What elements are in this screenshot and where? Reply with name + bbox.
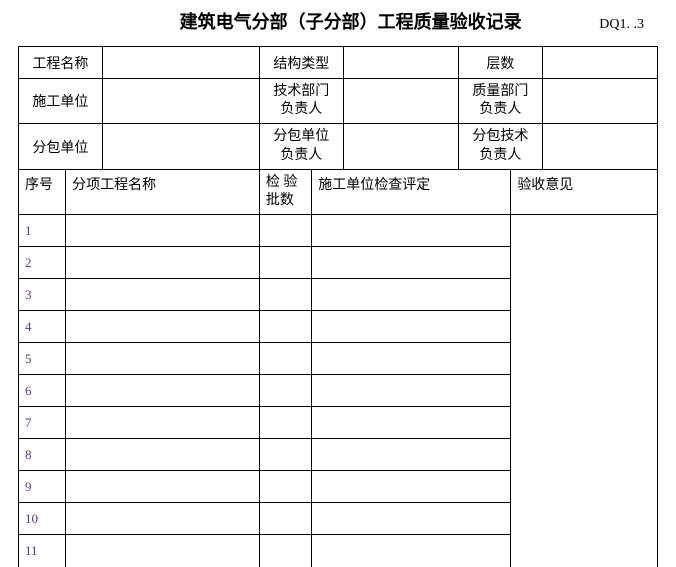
row-eval: [312, 535, 511, 567]
row-num: 7: [19, 407, 66, 439]
acceptance-cell: [511, 215, 658, 567]
sub-tech-value: [542, 124, 657, 169]
row-item-name: [66, 439, 260, 471]
row-batch: [259, 247, 311, 279]
col-acceptance: 验收意见: [511, 169, 658, 214]
project-name-value: [102, 47, 259, 79]
document-header: 建筑电气分部（子分部）工程质量验收记录 DQ1. .3: [18, 8, 658, 34]
row-item-name: [66, 503, 260, 535]
col-seq: 序号: [19, 169, 66, 214]
info-row-3: 分包单位 分包单位负责人 分包技术负责人: [19, 124, 658, 169]
tech-dept-label: 技术部门负责人: [259, 79, 343, 124]
document-title: 建筑电气分部（子分部）工程质量验收记录: [102, 8, 599, 34]
row-eval: [312, 471, 511, 503]
subcontractor-value: [102, 124, 259, 169]
row-num: 6: [19, 375, 66, 407]
row-item-name: [66, 311, 260, 343]
floors-value: [542, 47, 657, 79]
row-batch: [259, 279, 311, 311]
sub-unit-label: 分包单位负责人: [259, 124, 343, 169]
row-item-name: [66, 215, 260, 247]
quality-dept-value: [542, 79, 657, 124]
row-eval: [312, 375, 511, 407]
structure-type-label: 结构类型: [259, 47, 343, 79]
document-code: DQ1. .3: [599, 17, 644, 33]
tech-dept-value: [343, 79, 458, 124]
row-batch: [259, 343, 311, 375]
row-item-name: [66, 535, 260, 567]
quality-dept-label: 质量部门负责人: [458, 79, 542, 124]
row-num: 9: [19, 471, 66, 503]
data-header-row: 序号 分项工程名称 检 验批数 施工单位检查评定 验收意见: [19, 169, 658, 214]
row-num: 1: [19, 215, 66, 247]
row-num: 2: [19, 247, 66, 279]
col-contractor-eval: 施工单位检查评定: [312, 169, 511, 214]
row-eval: [312, 215, 511, 247]
row-batch: [259, 535, 311, 567]
row-num: 11: [19, 535, 66, 567]
info-table: 工程名称 结构类型 层数 施工单位 技术部门负责人 质量部门负责人 分包单位 分…: [18, 46, 658, 170]
row-item-name: [66, 247, 260, 279]
row-eval: [312, 439, 511, 471]
row-batch: [259, 375, 311, 407]
col-check-batch: 检 验批数: [259, 169, 311, 214]
row-eval: [312, 279, 511, 311]
row-item-name: [66, 343, 260, 375]
subcontractor-label: 分包单位: [19, 124, 103, 169]
data-table: 序号 分项工程名称 检 验批数 施工单位检查评定 验收意见 1234567891…: [18, 169, 658, 567]
contractor-value: [102, 79, 259, 124]
contractor-label: 施工单位: [19, 79, 103, 124]
table-row: 1: [19, 215, 658, 247]
row-num: 8: [19, 439, 66, 471]
row-item-name: [66, 279, 260, 311]
row-batch: [259, 503, 311, 535]
row-batch: [259, 407, 311, 439]
row-batch: [259, 311, 311, 343]
sub-tech-label: 分包技术负责人: [458, 124, 542, 169]
row-eval: [312, 247, 511, 279]
floors-label: 层数: [458, 47, 542, 79]
row-num: 5: [19, 343, 66, 375]
info-row-2: 施工单位 技术部门负责人 质量部门负责人: [19, 79, 658, 124]
row-num: 4: [19, 311, 66, 343]
row-eval: [312, 343, 511, 375]
row-item-name: [66, 471, 260, 503]
row-item-name: [66, 407, 260, 439]
sub-unit-value: [343, 124, 458, 169]
project-name-label: 工程名称: [19, 47, 103, 79]
structure-type-value: [343, 47, 458, 79]
row-num: 10: [19, 503, 66, 535]
row-batch: [259, 471, 311, 503]
row-eval: [312, 407, 511, 439]
row-batch: [259, 439, 311, 471]
row-num: 3: [19, 279, 66, 311]
row-eval: [312, 503, 511, 535]
row-batch: [259, 215, 311, 247]
col-item-name: 分项工程名称: [66, 169, 260, 214]
info-row-1: 工程名称 结构类型 层数: [19, 47, 658, 79]
row-eval: [312, 311, 511, 343]
row-item-name: [66, 375, 260, 407]
